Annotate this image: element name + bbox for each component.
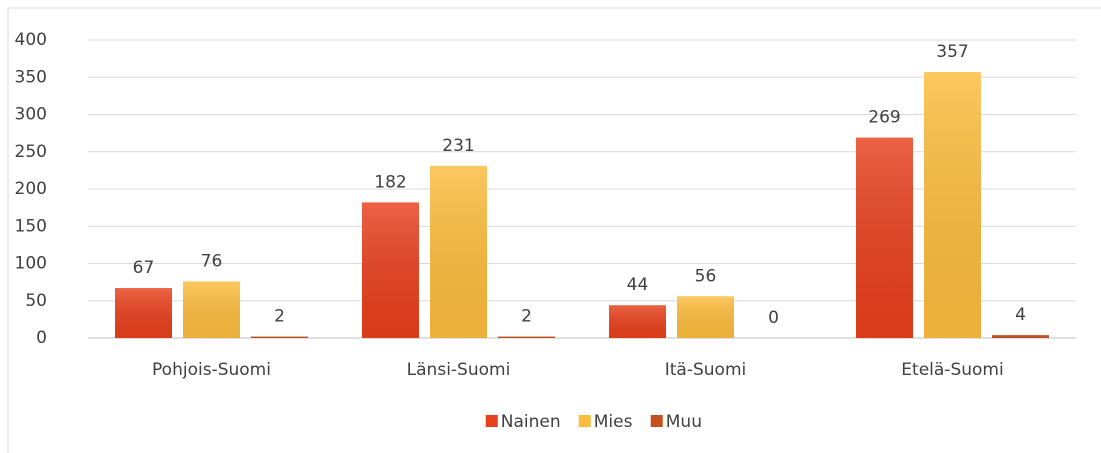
bar <box>498 336 555 338</box>
y-tick-label: 200 <box>15 179 47 199</box>
y-tick-label: 150 <box>15 216 47 236</box>
y-tick-label: 300 <box>15 105 47 125</box>
data-label: 2 <box>521 307 532 327</box>
y-tick-label: 350 <box>15 67 47 87</box>
bar <box>362 202 419 338</box>
bar <box>856 137 913 338</box>
data-label: 357 <box>936 42 968 62</box>
bar <box>924 72 981 338</box>
legend-swatch <box>485 415 498 427</box>
y-tick-label: 400 <box>15 30 47 50</box>
bar <box>251 336 308 338</box>
data-label: 56 <box>695 266 717 286</box>
legend-label: Muu <box>666 412 702 432</box>
y-tick-label: 50 <box>25 291 47 311</box>
bar <box>992 335 1049 338</box>
legend-label: Mies <box>594 412 633 432</box>
data-label: 269 <box>868 108 900 128</box>
legend-label: Nainen <box>501 412 561 432</box>
bar <box>430 165 487 338</box>
y-tick-label: 0 <box>36 328 47 348</box>
x-tick-label: Länsi-Suomi <box>407 360 511 380</box>
data-label: 2 <box>274 307 285 327</box>
bar <box>677 296 734 338</box>
y-tick-label: 250 <box>15 142 47 162</box>
legend-swatch <box>578 415 591 427</box>
data-label: 231 <box>442 136 474 156</box>
data-label: 44 <box>627 275 649 295</box>
bar <box>183 281 240 338</box>
data-label: 0 <box>768 308 779 328</box>
data-label: 76 <box>201 251 223 271</box>
data-label: 182 <box>374 172 406 192</box>
legend-swatch <box>650 415 663 427</box>
bar <box>609 305 666 338</box>
data-label: 4 <box>1015 305 1026 325</box>
x-tick-label: Etelä-Suomi <box>901 360 1003 380</box>
data-label: 67 <box>133 258 155 278</box>
x-tick-label: Pohjois-Suomi <box>152 360 271 380</box>
x-tick-label: Itä-Suomi <box>665 360 746 380</box>
bar <box>115 288 172 338</box>
chart-frame <box>7 7 1101 453</box>
y-tick-label: 100 <box>15 254 47 274</box>
